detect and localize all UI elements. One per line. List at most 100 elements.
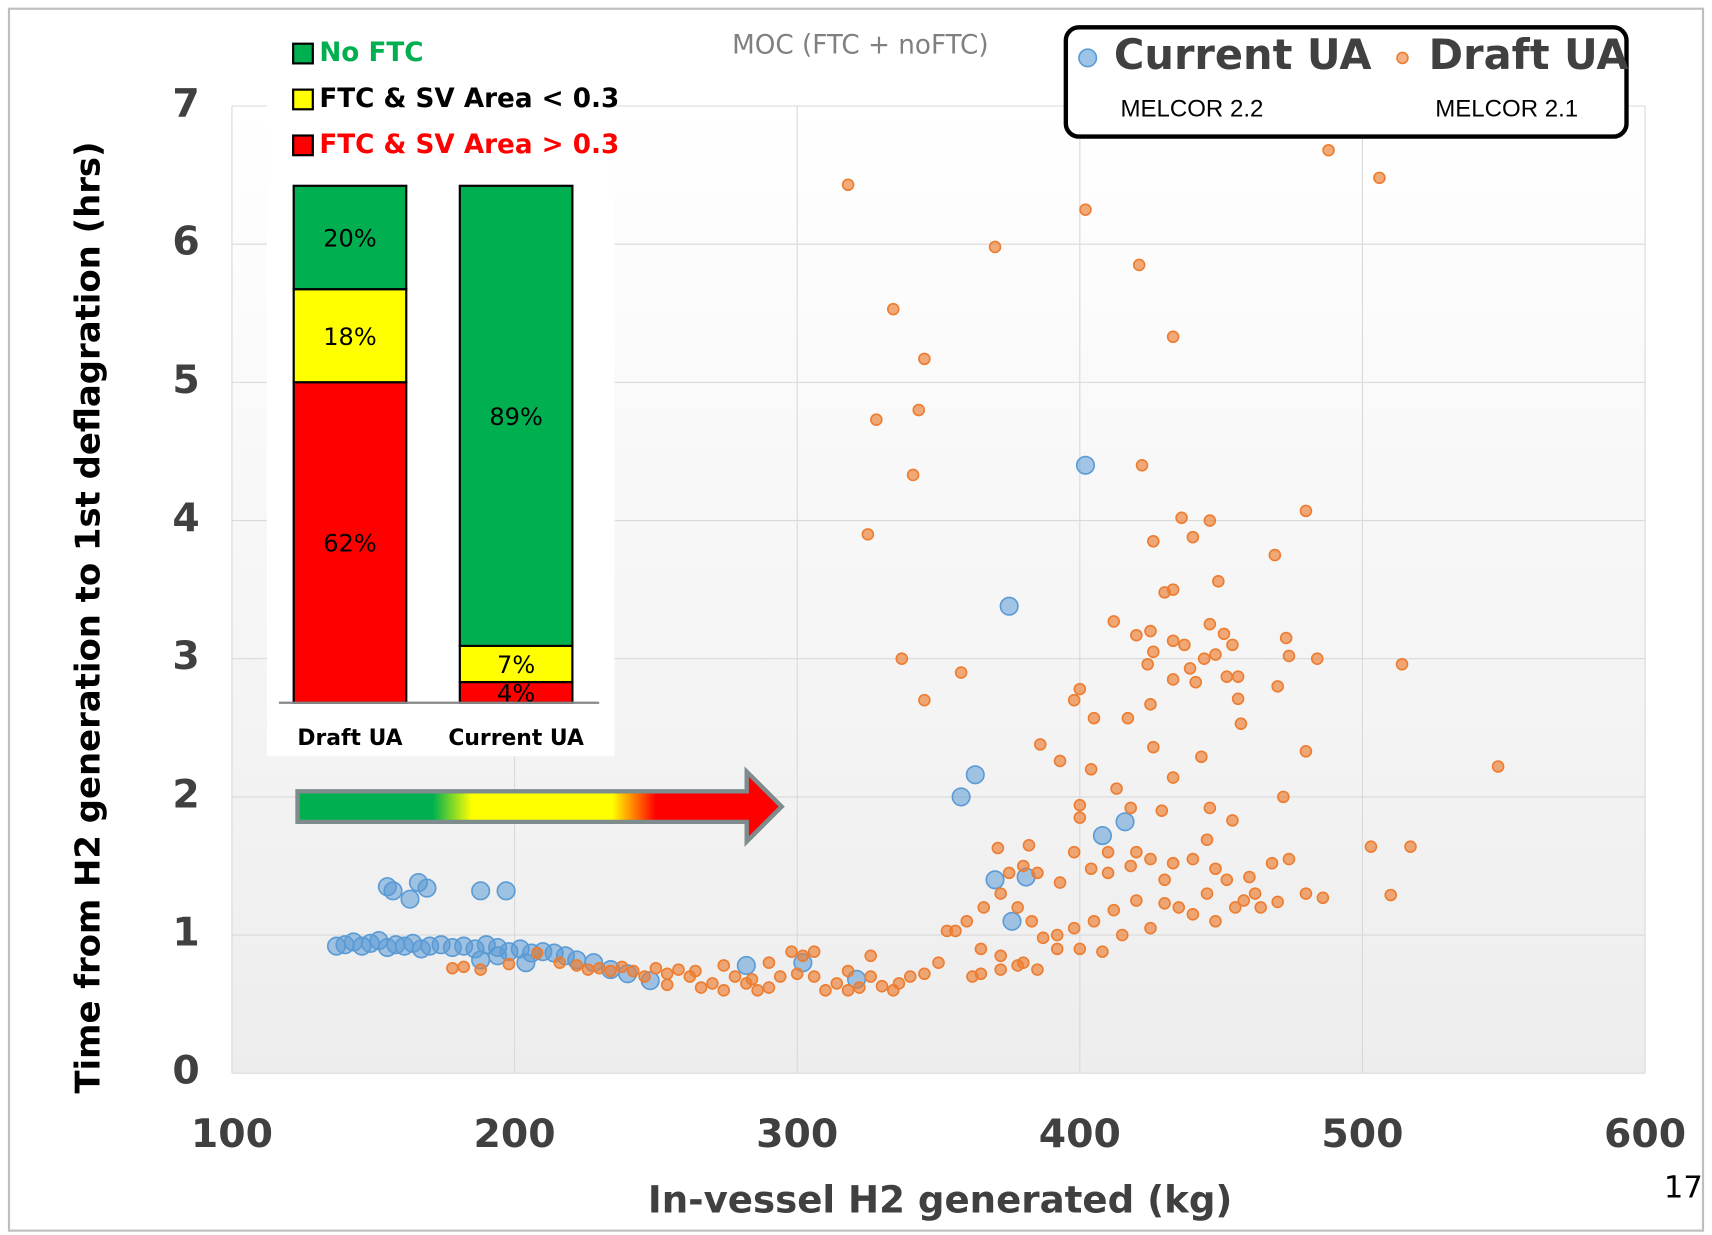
- data-point: [1144, 921, 1157, 935]
- data-point: [1166, 330, 1180, 344]
- data-point: [1166, 856, 1180, 870]
- data-point: [457, 960, 470, 974]
- data-point: [581, 963, 595, 976]
- bar-value-label: 20%: [323, 225, 376, 253]
- data-point: [762, 981, 776, 994]
- y-tick-label: 3: [172, 633, 199, 679]
- data-point: [1101, 845, 1115, 859]
- data-point: [649, 961, 663, 975]
- data-point: [1220, 670, 1234, 683]
- bar-segment: [458, 184, 574, 647]
- y-axis-label: Time from H2 generation to 1st deflagrat…: [68, 141, 107, 1093]
- data-point: [887, 302, 900, 316]
- data-point: [1101, 866, 1115, 880]
- data-point: [1404, 840, 1417, 853]
- data-point: [762, 956, 776, 969]
- data-point: [1067, 845, 1081, 859]
- y-tick-label: 6: [172, 219, 199, 265]
- data-point: [1166, 583, 1180, 596]
- data-point: [819, 984, 832, 997]
- legend-marker: [1078, 48, 1098, 68]
- data-point: [1147, 740, 1160, 754]
- data-point: [951, 787, 971, 807]
- data-point: [1203, 801, 1217, 815]
- data-point: [1491, 760, 1505, 773]
- data-point: [807, 945, 821, 958]
- data-point: [1166, 673, 1180, 686]
- data-point: [1096, 945, 1109, 958]
- data-point: [1067, 921, 1081, 935]
- data-point: [1364, 840, 1378, 853]
- data-point: [1322, 143, 1335, 157]
- data-point: [1248, 887, 1262, 900]
- x-tick-label: 100: [191, 1111, 273, 1157]
- data-point: [988, 240, 1002, 254]
- legend-label: Draft UA: [1429, 30, 1629, 79]
- data-point: [728, 970, 742, 983]
- data-point: [864, 970, 877, 983]
- legend-label: FTC & SV Area > 0.3: [319, 130, 619, 160]
- data-point: [1031, 866, 1044, 880]
- subtitle: MOC (FTC + noFTC): [732, 30, 988, 60]
- data-point: [918, 352, 931, 366]
- data-point: [918, 693, 931, 707]
- data-point: [1203, 514, 1217, 527]
- data-point: [1195, 750, 1208, 764]
- data-point: [994, 963, 1007, 976]
- data-point: [1017, 859, 1030, 873]
- data-point: [999, 596, 1019, 616]
- data-point: [1158, 897, 1171, 910]
- data-point: [1209, 648, 1222, 661]
- data-point: [516, 953, 536, 973]
- data-point: [1033, 738, 1047, 751]
- data-point: [1132, 258, 1146, 272]
- data-point: [471, 881, 491, 901]
- data-point: [864, 949, 877, 963]
- data-point: [660, 978, 674, 992]
- data-point: [1186, 908, 1200, 921]
- data-point: [875, 979, 889, 993]
- data-point: [773, 970, 787, 983]
- data-point: [593, 961, 606, 975]
- x-tick-label: 200: [474, 1111, 556, 1157]
- data-point: [1130, 845, 1143, 859]
- data-point: [1282, 649, 1296, 663]
- y-tick-label: 5: [172, 357, 199, 403]
- data-point: [1212, 575, 1225, 588]
- legend-model: MELCOR 2.2: [1120, 96, 1263, 123]
- y-tick-label: 7: [172, 81, 199, 127]
- data-point: [991, 841, 1005, 855]
- data-point: [830, 977, 844, 990]
- data-point: [488, 946, 508, 966]
- data-point: [994, 887, 1007, 900]
- data-point: [906, 468, 920, 482]
- data-point: [1107, 903, 1121, 917]
- data-point: [1271, 680, 1284, 693]
- data-point: [1073, 811, 1087, 824]
- data-point: [1226, 638, 1239, 652]
- data-point: [1073, 942, 1087, 956]
- data-point: [1183, 662, 1197, 675]
- data-point: [1231, 670, 1245, 683]
- data-point: [1299, 887, 1313, 900]
- data-point: [1158, 873, 1171, 887]
- legend-label: No FTC: [319, 38, 423, 68]
- data-point: [1197, 652, 1211, 666]
- x-axis-label: In-vessel H2 generated (kg): [648, 1179, 1232, 1222]
- data-point: [553, 956, 567, 969]
- data-point: [790, 967, 804, 981]
- data-point: [1200, 833, 1214, 847]
- data-point: [974, 942, 988, 956]
- data-point: [1231, 692, 1245, 706]
- legend-marker: [1396, 51, 1409, 65]
- data-point: [940, 924, 954, 938]
- data-point: [1053, 754, 1067, 768]
- data-point: [660, 967, 674, 981]
- legend-model: MELCOR 2.1: [1435, 96, 1578, 123]
- data-point: [1243, 870, 1256, 884]
- data-point: [918, 967, 931, 981]
- data-point: [1002, 911, 1022, 931]
- data-point: [1031, 963, 1044, 976]
- data-point: [861, 528, 875, 541]
- data-point: [895, 652, 909, 666]
